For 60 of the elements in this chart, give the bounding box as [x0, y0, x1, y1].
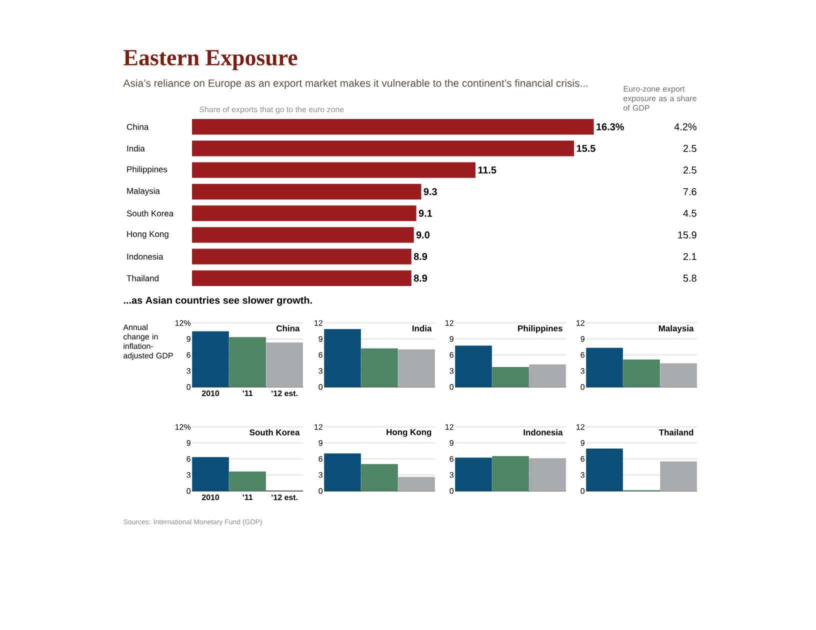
data-label: 8.9 [414, 274, 428, 282]
data-label: 9.1 [418, 210, 432, 217]
data-label: 2.1 [683, 253, 696, 260]
y-tick-label: China [126, 124, 149, 130]
chart-title: Eastern Exposure [124, 50, 298, 70]
bar [361, 348, 398, 388]
chart-title: Thailand [658, 429, 694, 436]
chart-title: India [412, 325, 432, 332]
data-label: 11.5 [478, 166, 496, 174]
y-tick-label: Thailand [126, 275, 158, 282]
bar [455, 346, 492, 388]
bar [192, 119, 594, 135]
bar [586, 448, 623, 492]
y-tick-label: South Korea [126, 210, 174, 216]
y-tick-label: India [127, 145, 145, 152]
bar [398, 349, 435, 388]
chart-title: China [276, 325, 300, 332]
bar [324, 453, 361, 492]
y-tick-label: Indonesia [127, 253, 164, 260]
bar [192, 184, 422, 200]
bar [266, 342, 303, 388]
data-label: 4.5 [683, 210, 696, 217]
bar [623, 360, 660, 388]
chart-title: Hong Kong [386, 429, 432, 437]
bar [398, 476, 435, 492]
text: ...as Asian countries see slower growth. [124, 296, 312, 306]
bar [361, 464, 398, 492]
bar [192, 227, 414, 243]
data-label: 8.9 [414, 253, 428, 260]
data-label: 5.8 [683, 274, 696, 282]
bar [586, 348, 623, 388]
chart-title: Philippines [518, 325, 562, 334]
data-label: 16.3% [596, 123, 624, 130]
data-label: 2.5 [683, 166, 696, 174]
data-label: 15.9 [678, 231, 696, 238]
y-tick-label: Philippines [127, 166, 168, 174]
data-label: 2.5 [683, 144, 696, 152]
bar [492, 367, 529, 388]
data-label: 15.5 [576, 144, 596, 152]
data-label: 7.6 [683, 188, 696, 196]
chart-subtitle: Asia’s reliance on Europe as an export market makes it vulnerable to the continent’s financial crisis... [123, 79, 588, 89]
bar [192, 248, 412, 264]
bar [192, 206, 416, 222]
bar [192, 162, 476, 178]
y-tick-label: Malaysia [127, 188, 160, 196]
bar [660, 461, 697, 492]
chart-title: Malaysia [658, 325, 694, 334]
data-label: 4.2% [674, 123, 696, 130]
bar [324, 329, 361, 388]
bar [229, 337, 266, 388]
chart-title: South Korea [250, 429, 300, 436]
y-tick-label: Hong Kong [127, 231, 168, 239]
bar [192, 270, 412, 286]
data-label: 9.3 [424, 188, 437, 196]
chart-title: Indonesia [524, 429, 563, 436]
bar [192, 331, 229, 388]
data-label: 9.0 [416, 231, 430, 238]
bar [192, 140, 574, 156]
bar [660, 363, 697, 388]
bar [529, 364, 566, 388]
